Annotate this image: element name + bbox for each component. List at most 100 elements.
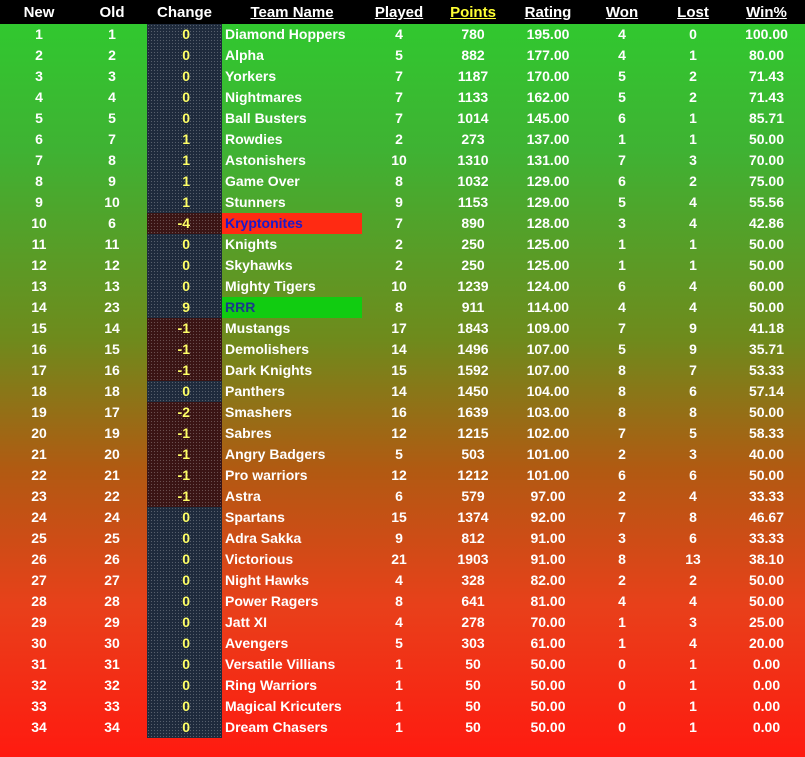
rank-old-cell[interactable]: 9	[108, 173, 116, 189]
win-pct-cell[interactable]: 50.00	[748, 236, 785, 252]
win-pct-cell[interactable]: 71.43	[748, 68, 785, 84]
team-name-cell[interactable]: Alpha	[225, 47, 264, 63]
table-row[interactable]: 32 32 0 Ring Warriors 1 50 50.00 0 1 0.00	[0, 675, 805, 696]
rank-old-cell[interactable]: 25	[104, 530, 120, 546]
won-cell[interactable]: 3	[618, 215, 626, 231]
points-cell[interactable]: 1133	[457, 89, 489, 105]
table-row[interactable]: 34 34 0 Dream Chasers 1 50 50.00 0 1 0.00	[0, 717, 805, 738]
win-pct-cell[interactable]: 50.00	[748, 299, 785, 315]
lost-cell[interactable]: 2	[689, 89, 697, 105]
lost-cell[interactable]: 2	[689, 68, 697, 84]
change-cell[interactable]: -1	[177, 446, 190, 462]
table-row[interactable]: 23 22 -1 Astra 6 579 97.00 2 4 33.33	[0, 486, 805, 507]
rating-cell[interactable]: 124.00	[526, 278, 570, 294]
rank-old-cell[interactable]: 22	[104, 488, 120, 504]
rank-new-cell[interactable]: 4	[35, 89, 43, 105]
played-cell[interactable]: 12	[391, 467, 407, 483]
played-cell[interactable]: 8	[395, 593, 403, 609]
rank-new-cell[interactable]: 21	[31, 446, 47, 462]
points-cell[interactable]: 50	[465, 677, 481, 693]
played-cell[interactable]: 15	[391, 362, 407, 378]
team-name-cell[interactable]: Night Hawks	[225, 572, 310, 588]
table-row[interactable]: 4 4 0 Nightmares 7 1133 162.00 5 2 71.43	[0, 87, 805, 108]
points-cell[interactable]: 1014	[457, 110, 489, 126]
rank-old-cell[interactable]: 33	[104, 698, 120, 714]
team-name-cell[interactable]: Stunners	[225, 194, 286, 210]
change-cell[interactable]: 1	[182, 173, 190, 189]
team-name-cell[interactable]: Knights	[225, 236, 278, 252]
won-cell[interactable]: 8	[618, 404, 626, 420]
rating-cell[interactable]: 162.00	[526, 89, 570, 105]
points-cell[interactable]: 1187	[457, 68, 489, 84]
team-name-cell[interactable]: Spartans	[225, 509, 285, 525]
rank-old-cell[interactable]: 27	[104, 572, 120, 588]
rating-cell[interactable]: 104.00	[526, 383, 570, 399]
rating-cell[interactable]: 114.00	[526, 299, 570, 315]
table-row[interactable]: 8 9 1 Game Over 8 1032 129.00 6 2 75.00	[0, 171, 805, 192]
lost-cell[interactable]: 4	[689, 635, 697, 651]
points-cell[interactable]: 1212	[457, 467, 489, 483]
played-cell[interactable]: 2	[395, 236, 403, 252]
rank-old-cell[interactable]: 6	[108, 215, 116, 231]
team-name-cell[interactable]: Pro warriors	[225, 467, 308, 483]
table-row[interactable]: 30 30 0 Avengers 5 303 61.00 1 4 20.00	[0, 633, 805, 654]
rank-old-cell[interactable]: 20	[104, 446, 120, 462]
team-name-cell[interactable]: Magical Kricuters	[225, 698, 342, 714]
table-row[interactable]: 2 2 0 Alpha 5 882 177.00 4 1 80.00	[0, 45, 805, 66]
change-cell[interactable]: 0	[182, 656, 190, 672]
win-pct-cell[interactable]: 85.71	[748, 110, 785, 126]
rank-old-cell[interactable]: 23	[104, 299, 120, 315]
team-name-cell[interactable]: Adra Sakka	[225, 530, 302, 546]
rank-new-cell[interactable]: 15	[31, 320, 47, 336]
change-cell[interactable]: -2	[177, 404, 190, 420]
played-cell[interactable]: 5	[395, 635, 403, 651]
change-cell[interactable]: 1	[182, 131, 190, 147]
change-cell[interactable]: -1	[177, 467, 190, 483]
team-name-cell[interactable]: Dream Chasers	[225, 719, 328, 735]
won-cell[interactable]: 8	[618, 383, 626, 399]
team-name-cell[interactable]: Angry Badgers	[225, 446, 326, 462]
team-name-cell[interactable]: Astonishers	[225, 152, 306, 168]
win-pct-cell[interactable]: 40.00	[748, 446, 785, 462]
points-cell[interactable]: 50	[465, 698, 481, 714]
rating-cell[interactable]: 129.00	[526, 173, 570, 189]
header-rating[interactable]: Rating	[524, 4, 572, 21]
win-pct-cell[interactable]: 75.00	[748, 173, 785, 189]
change-cell[interactable]: 9	[182, 299, 190, 315]
rank-new-cell[interactable]: 34	[31, 719, 47, 735]
played-cell[interactable]: 7	[395, 89, 403, 105]
rank-old-cell[interactable]: 18	[104, 383, 120, 399]
table-row[interactable]: 22 21 -1 Pro warriors 12 1212 101.00 6 6 50.00	[0, 465, 805, 486]
points-cell[interactable]: 303	[461, 635, 485, 651]
lost-cell[interactable]: 1	[689, 719, 697, 735]
rank-old-cell[interactable]: 29	[104, 614, 120, 630]
change-cell[interactable]: 1	[182, 194, 190, 210]
win-pct-cell[interactable]: 53.33	[748, 362, 785, 378]
lost-cell[interactable]: 9	[689, 341, 697, 357]
points-cell[interactable]: 882	[461, 47, 485, 63]
points-cell[interactable]: 812	[461, 530, 485, 546]
played-cell[interactable]: 1	[395, 677, 403, 693]
won-cell[interactable]: 0	[618, 656, 626, 672]
change-cell[interactable]: 0	[182, 614, 190, 630]
points-cell[interactable]: 780	[461, 26, 485, 42]
rank-new-cell[interactable]: 25	[31, 530, 47, 546]
rank-new-cell[interactable]: 8	[35, 173, 43, 189]
team-name-cell[interactable]: Power Ragers	[225, 593, 319, 609]
played-cell[interactable]: 21	[391, 551, 407, 567]
rating-cell[interactable]: 101.00	[526, 467, 570, 483]
win-pct-cell[interactable]: 55.56	[748, 194, 785, 210]
won-cell[interactable]: 4	[618, 593, 626, 609]
change-cell[interactable]: 0	[182, 26, 190, 42]
rank-new-cell[interactable]: 17	[31, 362, 47, 378]
rank-old-cell[interactable]: 28	[104, 593, 120, 609]
lost-cell[interactable]: 7	[689, 362, 697, 378]
lost-cell[interactable]: 2	[689, 572, 697, 588]
rating-cell[interactable]: 125.00	[526, 236, 570, 252]
table-row[interactable]: 24 24 0 Spartans 15 1374 92.00 7 8 46.67	[0, 507, 805, 528]
table-row[interactable]: 18 18 0 Panthers 14 1450 104.00 8 6 57.14	[0, 381, 805, 402]
won-cell[interactable]: 7	[618, 509, 626, 525]
team-name-cell[interactable]: Victorious	[225, 551, 294, 567]
rank-old-cell[interactable]: 30	[104, 635, 120, 651]
points-cell[interactable]: 1215	[457, 425, 489, 441]
